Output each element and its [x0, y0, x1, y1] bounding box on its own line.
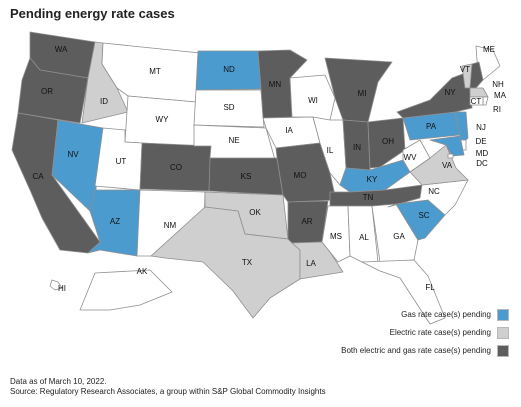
- page-title: Pending energy rate cases: [10, 6, 175, 21]
- state-label-ms: MS: [330, 232, 342, 241]
- state-label-ma: MA: [494, 91, 507, 100]
- state-label-co: CO: [170, 163, 182, 172]
- state-label-ak: AK: [137, 267, 148, 276]
- state-label-mt: MT: [149, 67, 161, 76]
- state-tx: [150, 206, 301, 319]
- state-label-mo: MO: [294, 171, 307, 180]
- date-note: Data as of March 10, 2022.: [10, 377, 107, 386]
- legend-label-gas: Gas rate case(s) pending: [401, 310, 491, 319]
- legend-swatch-both: [497, 344, 509, 357]
- state-label-wy: WY: [156, 115, 170, 124]
- state-label-nj: NJ: [476, 123, 486, 132]
- state-label-ny: NY: [444, 88, 456, 97]
- legend-item-both: Both electric and gas rate case(s) pendi…: [249, 343, 509, 358]
- state-wv: [402, 139, 431, 173]
- state-label-mn: MN: [269, 80, 282, 89]
- state-label-fl: FL: [425, 283, 435, 292]
- state-dc: [447, 153, 454, 159]
- state-label-tn: TN: [363, 193, 374, 202]
- legend: Gas rate case(s) pending Electric rate c…: [249, 307, 509, 361]
- state-label-ga: GA: [393, 232, 405, 241]
- state-label-tx: TX: [242, 258, 253, 267]
- state-label-mi: MI: [358, 89, 367, 98]
- state-label-la: LA: [306, 259, 316, 268]
- state-label-nd: ND: [223, 65, 235, 74]
- state-hi: [49, 279, 63, 291]
- legend-swatch-gas: [497, 308, 509, 321]
- state-ga: [371, 203, 419, 263]
- state-label-ri: RI: [493, 105, 501, 114]
- state-label-az: AZ: [110, 217, 120, 226]
- state-ny: [396, 71, 473, 119]
- state-fl: [361, 259, 446, 325]
- state-sd: [193, 89, 265, 128]
- state-label-va: VA: [442, 161, 453, 170]
- state-label-ok: OK: [249, 208, 261, 217]
- state-md: [429, 135, 465, 157]
- state-label-dc: DC: [476, 159, 488, 168]
- state-ri: [482, 96, 489, 106]
- state-shapes: [11, 31, 501, 325]
- state-label-me: ME: [483, 45, 495, 54]
- source-note: Source: Regulatory Research Associates, …: [10, 387, 326, 396]
- state-label-wi: WI: [308, 96, 318, 105]
- legend-label-both: Both electric and gas rate case(s) pendi…: [341, 346, 491, 355]
- legend-label-electric: Electric rate case(s) pending: [389, 328, 491, 337]
- state-label-pa: PA: [426, 122, 437, 131]
- state-nc: [387, 179, 469, 216]
- state-label-ca: CA: [32, 172, 44, 181]
- state-label-ne: NE: [228, 136, 239, 145]
- state-label-hi: HI: [58, 284, 66, 293]
- state-label-md: MD: [476, 149, 489, 158]
- state-label-id: ID: [100, 97, 108, 106]
- state-label-ut: UT: [116, 157, 127, 166]
- state-ct: [469, 96, 484, 106]
- state-label-il: IL: [327, 146, 334, 155]
- state-label-ia: IA: [285, 126, 293, 135]
- state-labels: WA OR CA NV ID MT WY UT AZ CO NM ND SD NE KS OK TX MN IA MO…: [32, 45, 506, 293]
- state-label-nc: NC: [428, 187, 440, 196]
- state-nh: [469, 61, 484, 89]
- state-label-de: DE: [475, 137, 486, 146]
- state-label-ky: KY: [367, 175, 378, 184]
- state-label-nv: NV: [67, 150, 79, 159]
- legend-item-gas: Gas rate case(s) pending: [249, 307, 509, 322]
- state-ak: [79, 269, 173, 311]
- state-label-ct: CT: [471, 97, 482, 106]
- state-oh: [367, 117, 406, 169]
- state-label-sd: SD: [223, 103, 234, 112]
- state-label-oh: OH: [382, 137, 394, 146]
- state-label-sc: SC: [418, 211, 429, 220]
- state-label-or: OR: [41, 87, 53, 96]
- state-label-nm: NM: [164, 221, 177, 230]
- legend-swatch-electric: [497, 326, 509, 339]
- state-label-wv: WV: [404, 153, 418, 162]
- state-label-wa: WA: [55, 45, 68, 54]
- state-label-ks: KS: [241, 172, 252, 181]
- state-ma: [469, 87, 489, 98]
- state-or: [17, 57, 89, 124]
- state-label-al: AL: [359, 233, 369, 242]
- legend-item-electric: Electric rate case(s) pending: [249, 325, 509, 340]
- state-label-ar: AR: [301, 217, 312, 226]
- state-label-nh: NH: [492, 80, 504, 89]
- state-label-in: IN: [353, 143, 361, 152]
- state-label-vt: VT: [460, 65, 470, 74]
- footer: Data as of March 10, 2022. Source: Regul…: [10, 377, 326, 397]
